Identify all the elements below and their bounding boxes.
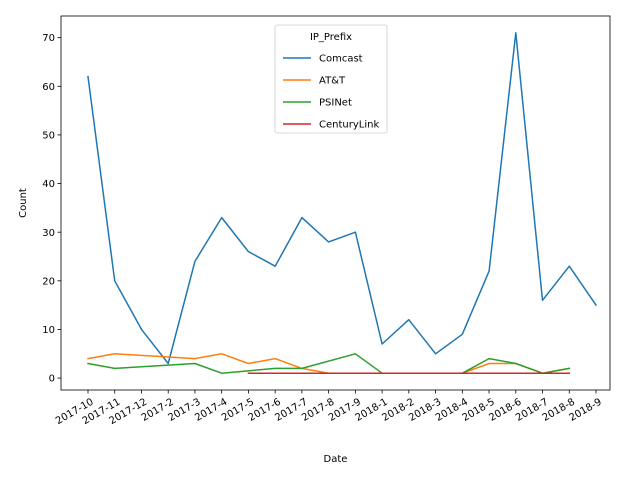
legend-entry: AT&T: [319, 76, 346, 87]
y-axis-label: Count: [18, 188, 29, 218]
y-tick-label: 30: [42, 228, 55, 239]
plot-frame: [60, 15, 611, 391]
y-tick-label: 50: [42, 131, 55, 142]
legend: IP_Prefix Comcast AT&T PSINet CenturyLink: [274, 24, 388, 134]
series-layer: [87, 32, 598, 374]
y-tick-label: 20: [42, 276, 55, 287]
series-line-comcast: [87, 32, 598, 365]
legend-box: [274, 24, 388, 134]
y-tick-label: 40: [42, 179, 55, 190]
y-tick-label: 0: [49, 374, 55, 385]
legend-entry: PSINet: [319, 98, 352, 109]
x-axis: 2017-102017-112017-122017-22017-32017-42…: [54, 390, 604, 427]
legend-entry: CenturyLink: [319, 120, 379, 131]
legend-entry: Comcast: [319, 54, 363, 65]
y-tick-label: 70: [42, 33, 55, 44]
y-axis: 0 10 20 30 40 50 60 70: [42, 33, 61, 385]
y-tick-label: 10: [42, 325, 55, 336]
x-axis-label: Date: [324, 454, 348, 465]
legend-title: IP_Prefix: [310, 32, 352, 43]
y-tick-label: 60: [42, 82, 55, 93]
